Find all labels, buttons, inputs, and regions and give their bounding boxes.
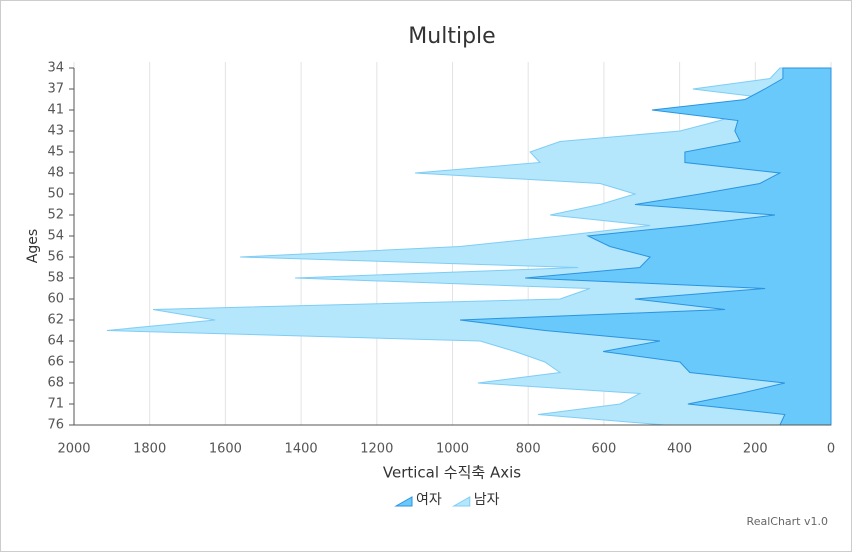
x-tick-label: 800 [516,442,541,457]
y-tick-label: 58 [47,271,64,286]
x-axis-title: Vertical 수직축 Axis [383,464,521,482]
credit: RealChart v1.0 [747,515,828,528]
x-tick-label: 400 [667,442,692,457]
y-tick-label: 68 [47,376,64,391]
legend-label: 남자 [474,492,500,508]
y-axis-title: Ages [25,229,41,263]
y-tick-label: 37 [47,82,64,97]
x-tick-label: 200 [743,442,768,457]
y-tick-label: 76 [47,418,64,433]
y-tick-label: 56 [47,250,64,265]
x-tick-label: 1600 [209,442,242,457]
x-tick-label: 1000 [436,442,469,457]
y-tick-label: 50 [47,187,64,202]
legend-swatch [451,496,471,507]
chart-title: Multiple [408,24,495,49]
y-tick-label: 48 [47,166,64,181]
y-tick-label: 66 [47,355,64,370]
area [460,67,832,426]
y-tick-label: 62 [47,313,64,328]
y-tick-label: 54 [47,229,64,244]
x-tick-label: 1800 [133,442,166,457]
y-tick-label: 45 [47,145,64,160]
y-tick-label: 43 [47,124,64,139]
x-tick-label: 0 [827,442,835,457]
y-tick-label: 60 [47,292,64,307]
y-tick-label: 34 [47,61,64,76]
legend-label: 여자 [416,492,442,508]
y-tick-label: 41 [47,103,64,118]
y-tick-label: 71 [47,397,64,412]
x-tick-label: 1400 [285,442,318,457]
legend-swatch [394,496,413,507]
y-tick-label: 52 [47,208,64,223]
y-tick-label: 64 [47,334,64,349]
x-tick-label: 600 [591,442,616,457]
x-tick-label: 2000 [57,442,90,457]
x-tick-label: 1200 [360,442,393,457]
